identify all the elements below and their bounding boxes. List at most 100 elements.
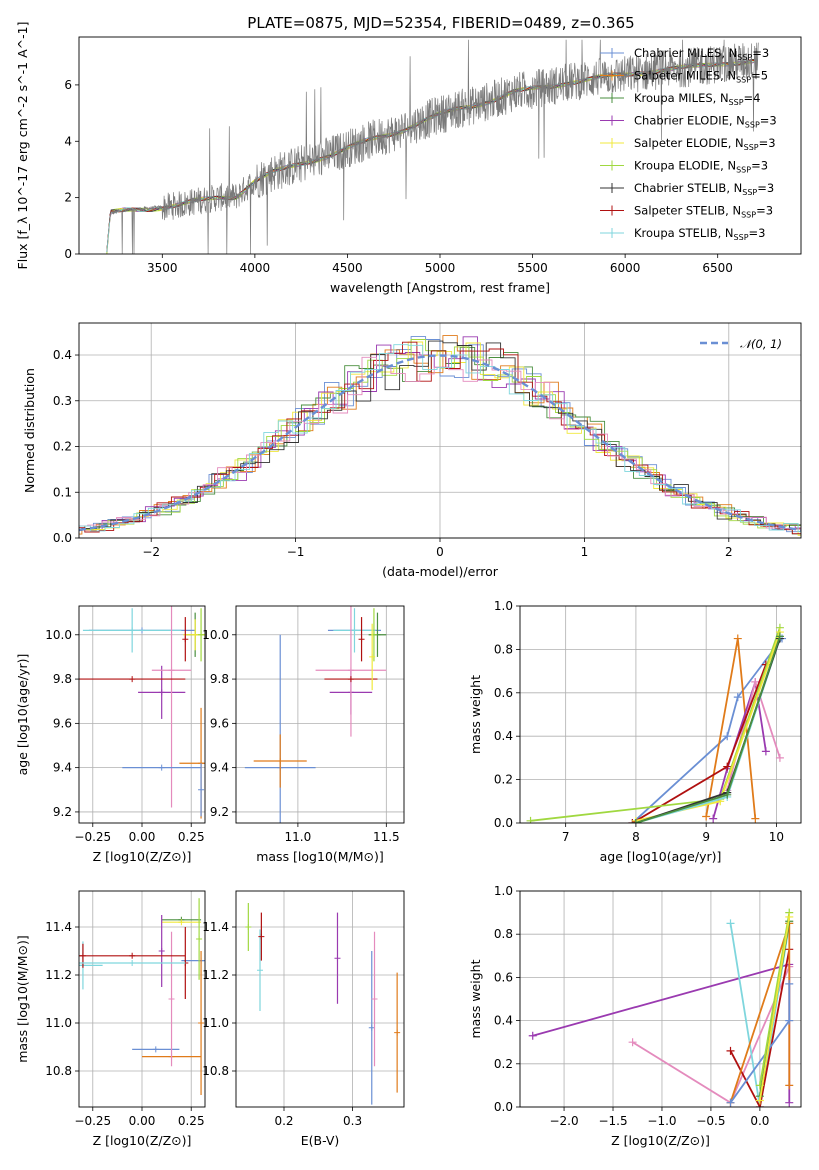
series-line	[631, 637, 783, 823]
data-point	[733, 693, 742, 702]
data-point	[726, 1098, 735, 1107]
y-tick-label: 9.4	[210, 761, 229, 775]
x-tick-label: 3500	[147, 261, 178, 275]
data-point	[785, 912, 794, 921]
y-tick-label: 9.6	[53, 716, 72, 730]
data-point	[726, 1046, 735, 1055]
axes-frame	[519, 605, 802, 824]
normal-curve	[79, 354, 801, 532]
data-point	[168, 996, 175, 1002]
series-line	[635, 636, 781, 823]
data-point	[785, 1081, 794, 1090]
residual-histogram	[79, 341, 801, 535]
model-spectrum-line	[106, 60, 755, 253]
y-tick-label: 9.4	[53, 761, 72, 775]
x-tick-label: 0.25	[178, 830, 205, 844]
y-tick-label: 2	[64, 191, 72, 205]
plot-area	[528, 908, 794, 1107]
series-line	[705, 638, 757, 819]
y-tick-label: 0.8	[494, 642, 513, 656]
x-tick-label: 4500	[332, 261, 363, 275]
data-point	[723, 762, 732, 771]
x-axis-label: mass [log10(M/M⊙)]	[256, 849, 384, 864]
x-tick-label: 11.5	[373, 830, 400, 844]
model-spectrum-line	[106, 59, 755, 252]
legend-label: Chabrier MILES, NSSP=3	[634, 46, 769, 62]
y-tick-label: 0.0	[53, 531, 72, 545]
data-point	[528, 1031, 537, 1040]
data-point	[178, 919, 185, 926]
x-tick-label: 0.00	[129, 830, 156, 844]
series-line	[635, 638, 781, 823]
data-point	[198, 631, 205, 638]
x-tick-label: −0.5	[696, 1114, 725, 1128]
x-tick-label: 0.3	[343, 1114, 362, 1128]
data-point	[775, 632, 784, 641]
data-point	[709, 814, 718, 823]
legend: 𝒩(0, 1)	[700, 337, 782, 351]
y-tick-label: 9.2	[210, 805, 229, 819]
y-tick-label: 10.0	[202, 628, 229, 642]
axes-frame	[519, 890, 802, 1108]
y-tick-label: 0.2	[494, 773, 513, 787]
residual-histogram	[79, 340, 801, 531]
data-point	[129, 960, 136, 966]
y-tick-label: 9.6	[210, 716, 229, 730]
x-tick-label: 10	[769, 830, 784, 844]
data-point	[158, 689, 165, 696]
data-point	[129, 952, 136, 959]
x-tick-label: 0	[436, 545, 444, 559]
plot-area	[79, 898, 205, 1095]
legend-label: Kroupa MILES, NSSP=4	[634, 91, 760, 107]
data-point	[258, 933, 265, 940]
legend-label: Kroupa ELODIE, NSSP=3	[634, 159, 768, 175]
y-tick-label: 0.3	[53, 394, 72, 408]
residual-histogram	[79, 339, 801, 534]
massweight-vs-Z-panel: −2.0 −1.5 −1.0 −0.5 0.0 0.0 0.2 0.4 0.6 0.8 1.0 Z […	[468, 884, 802, 1148]
y-tick-label: 10.8	[202, 1064, 229, 1078]
y-axis-label: age [log10(age/yr)]	[15, 654, 30, 776]
y-tick-label: 0	[64, 247, 72, 261]
data-point	[158, 764, 165, 771]
x-tick-label: 0.00	[129, 1114, 156, 1128]
data-point	[726, 919, 735, 928]
x-tick-label: −1.0	[647, 1114, 676, 1128]
age-vs-mass-panel: 11.0 11.5 9.2 9.4 9.6 9.8 10.0 mass [log10(M/M⊙…	[202, 605, 405, 864]
x-tick-label: 0.25	[178, 1114, 205, 1128]
y-tick-label: 0.6	[494, 970, 513, 984]
x-axis-label: Z [log10(Z/Z⊙)]	[93, 849, 192, 864]
axes-frame	[78, 890, 206, 1108]
x-axis-label: age [log10(age/yr)]	[600, 849, 722, 864]
model-spectrum-line	[106, 59, 755, 252]
residuals-panel: −2 −1 0 1 2 0.0 0.1 0.2 0.3 0.4 (data-model)/error…	[22, 322, 802, 579]
x-tick-label: 5500	[517, 261, 548, 275]
y-axis-label: Flux [f_λ 10^-17 erg cm^-2 s^-1 A^-1]	[15, 22, 30, 270]
axes-frame	[235, 890, 405, 1108]
y-axis-label: mass weight	[468, 675, 483, 754]
age-vs-Z-panel: −0.25 0.00 0.25 9.2 9.4 9.6 9.8 10.0 Z [log10(Z/…	[15, 605, 206, 864]
x-tick-label: 0.2	[274, 1114, 293, 1128]
x-tick-label: −0.25	[74, 830, 111, 844]
figure-title: PLATE=0875, MJD=52354, FIBERID=0489, z=0…	[247, 14, 634, 32]
y-tick-label: 9.8	[210, 672, 229, 686]
legend-label: Chabrier STELIB, NSSP=3	[634, 181, 774, 197]
x-axis-label: (data-model)/error	[382, 564, 499, 579]
data-point	[152, 1046, 159, 1053]
model-spectrum-line	[106, 59, 755, 254]
x-tick-label: −2.0	[549, 1114, 578, 1128]
series-line	[635, 631, 781, 822]
y-tick-label: 0.1	[53, 485, 72, 499]
model-spectrum-line	[106, 59, 755, 252]
y-axis-label: mass [log10(M/M⊙)]	[15, 935, 30, 1063]
y-tick-label: 9.2	[53, 805, 72, 819]
y-tick-label: 6	[64, 78, 72, 92]
legend-label: Kroupa STELIB, NSSP=3	[634, 226, 765, 242]
data-point	[785, 1016, 794, 1025]
x-tick-label: −2	[142, 545, 160, 559]
legend-label: Salpeter MILES, NSSP=5	[634, 69, 768, 85]
x-tick-label: 0.0	[750, 1114, 769, 1128]
y-axis-label: Normed distribution	[22, 368, 37, 493]
y-tick-label: 0.8	[494, 927, 513, 941]
plot-area	[79, 335, 801, 536]
y-tick-label: 10.0	[45, 628, 72, 642]
